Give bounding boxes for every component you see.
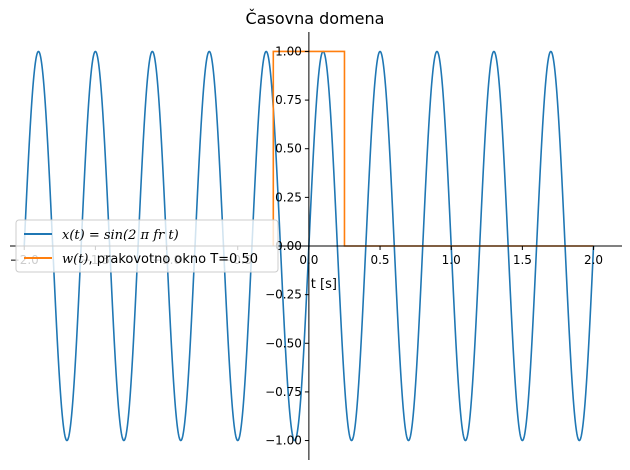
legend-items: x(t) = sin(2 π fr t) w(t), prakovotno okn… (24, 228, 258, 267)
legend-label-text: , prakovotno okno T=0.50 (89, 252, 259, 267)
x-tick-label: 0.5 (370, 253, 389, 267)
legend-label-math: w(t) (62, 252, 89, 267)
y-tick-label: 0.25 (275, 190, 302, 204)
y-tick-label: 1.00 (275, 44, 302, 58)
legend-frame (15, 219, 279, 273)
x-axis-label: t [s] (311, 277, 337, 292)
legend-label: x(t) = sin(2 π fr t) (62, 228, 179, 243)
y-tick-label: −0.25 (265, 288, 302, 302)
x-tick-label: 0.0 (299, 253, 318, 267)
y-tick-label: −1.00 (265, 434, 302, 448)
x-tick-label: 2.0 (584, 253, 603, 267)
legend-label: w(t), prakovotno okno T=0.50 (62, 252, 258, 267)
legend-label-math: x(t) = sin(2 π fr t) (62, 228, 179, 243)
y-tick-label: 0.50 (275, 142, 302, 156)
y-tick-label: −0.75 (265, 385, 302, 399)
chart-title: Časovna domena (246, 9, 385, 28)
legend: x(t) = sin(2 π fr t) w(t), prakovotno okn… (15, 219, 279, 273)
y-tick-label: −0.50 (265, 336, 302, 350)
y-tick-label: 0.75 (275, 93, 302, 107)
x-tick-label: 1.0 (442, 253, 461, 267)
y-tick-label: 0.00 (275, 239, 302, 253)
x-tick-label: 1.5 (513, 253, 532, 267)
